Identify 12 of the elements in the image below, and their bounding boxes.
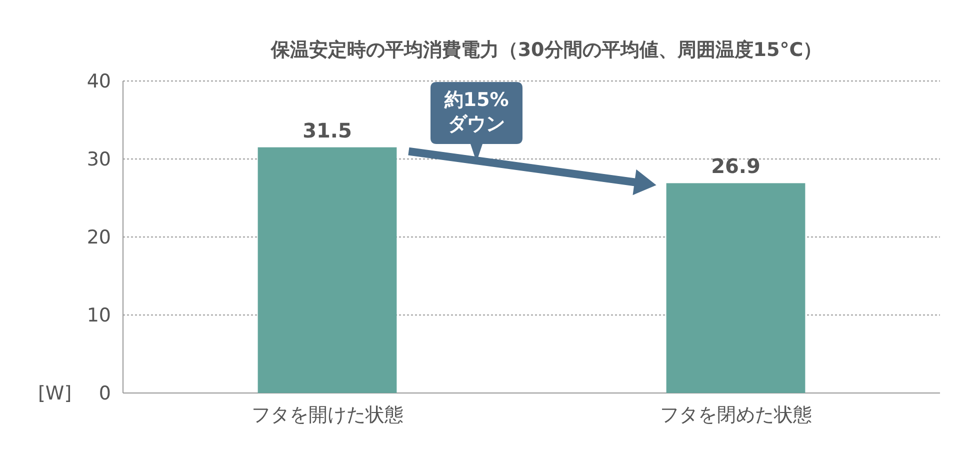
chart-title: 保温安定時の平均消費電力（30分間の平均値、周囲温度15°C） <box>270 39 822 61</box>
y-tick-label: 30 <box>86 148 111 171</box>
data-label: 26.9 <box>711 154 760 178</box>
x-tick-label: フタを開けた状態 <box>251 404 404 426</box>
y-axis-title: [W] <box>38 382 72 405</box>
y-tick-label: 10 <box>86 304 111 327</box>
y-tick-label: 20 <box>86 226 111 249</box>
x-tick-label: フタを閉めた状態 <box>660 404 812 426</box>
y-tick-label: 40 <box>86 70 111 93</box>
data-label: 31.5 <box>302 118 352 142</box>
annotation: 約15% ダウン <box>443 89 509 135</box>
y-tick-label: 0 <box>98 382 111 405</box>
